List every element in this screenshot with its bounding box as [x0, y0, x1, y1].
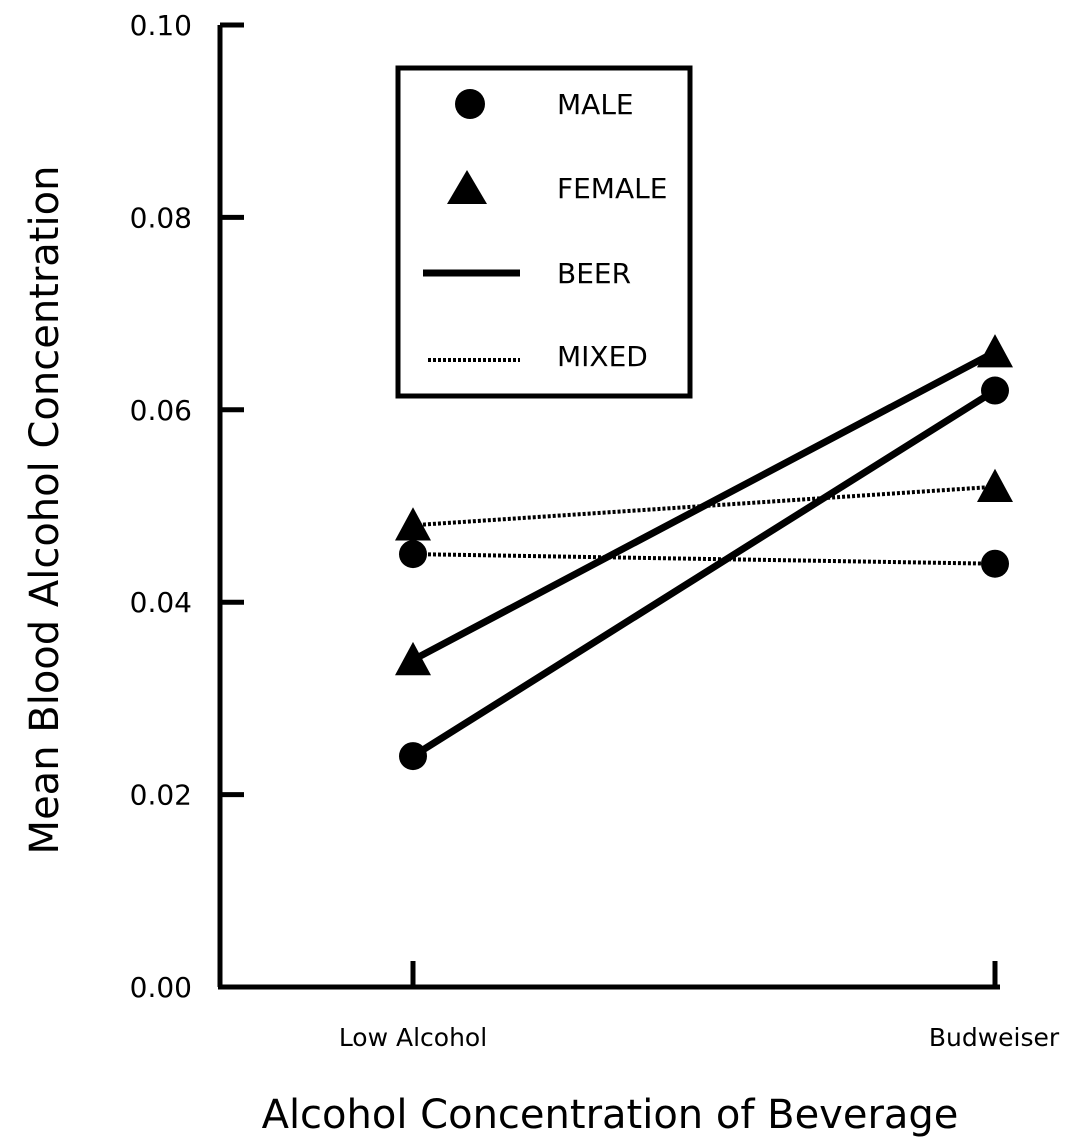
y-axis-title: Mean Blood Alcohol Concentration: [22, 166, 68, 855]
legend-box: [395, 65, 693, 399]
y-tick-label: 0.02: [130, 779, 192, 812]
series-markers: [395, 334, 1013, 771]
legend-label: MIXED: [557, 340, 648, 373]
series-line-solid-circle: [409, 387, 999, 760]
y-tick-label: 0.08: [130, 201, 192, 234]
x-tick-label: Budweiser: [929, 1023, 1060, 1052]
legend-label: FEMALE: [557, 172, 667, 205]
y-tick-label: 0.10: [130, 9, 192, 42]
x-ticks: Low Alcohol Budweiser: [339, 961, 1060, 1052]
series-line-dotted-circle: [412, 552, 996, 566]
series-lines: [409, 348, 999, 760]
legend-label: MALE: [557, 88, 634, 121]
marker-triangle: [977, 468, 1013, 503]
legend: MALE FEMALE BEER MIXED: [395, 65, 693, 399]
marker-circle: [981, 549, 1009, 578]
y-ticks: 0.00 0.02 0.04 0.06 0.08 0.10: [130, 9, 244, 1004]
marker-triangle: [395, 641, 431, 676]
marker-circle: [399, 742, 427, 771]
marker-triangle: [395, 507, 431, 541]
y-tick-label: 0.00: [130, 971, 192, 1004]
marker-circle: [399, 540, 427, 569]
legend-triangle-icon: [447, 170, 487, 204]
series-line-dotted-triangle: [412, 484, 996, 528]
y-tick-label: 0.06: [130, 394, 192, 427]
x-tick-label: Low Alcohol: [339, 1023, 487, 1052]
marker-circle: [981, 376, 1009, 405]
x-axis-title: Alcohol Concentration of Beverage: [262, 1092, 959, 1138]
legend-label: BEER: [557, 257, 631, 290]
axes: [217, 25, 1000, 990]
legend-circle-icon: [455, 89, 485, 119]
marker-triangle: [977, 334, 1013, 368]
y-tick-label: 0.04: [130, 586, 192, 619]
